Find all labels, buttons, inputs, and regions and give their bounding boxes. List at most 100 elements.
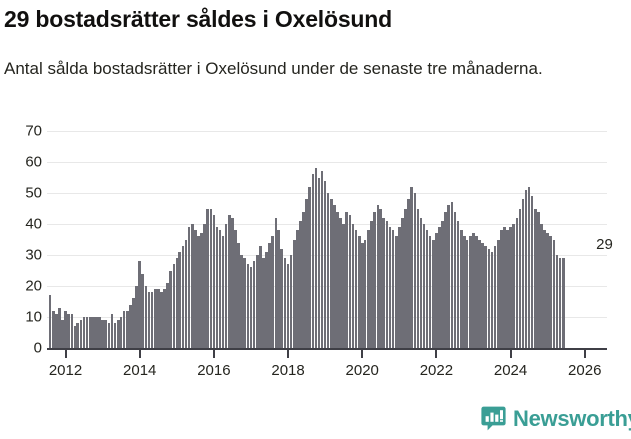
- bar: [395, 236, 398, 348]
- newsworthy-logo[interactable]: Newsworthy: [481, 406, 631, 431]
- bar: [345, 211, 348, 348]
- bar: [425, 230, 429, 348]
- bar: [459, 230, 463, 348]
- bar: [323, 180, 327, 348]
- bar: [450, 202, 454, 348]
- x-axis-tick-label: 2014: [123, 362, 157, 379]
- bar: [404, 208, 407, 348]
- bar: [410, 186, 413, 348]
- bar: [116, 320, 120, 348]
- bar: [101, 320, 104, 348]
- bar: [175, 258, 179, 348]
- bar: [169, 270, 172, 348]
- bar: [277, 230, 281, 348]
- x-axis-tick-label: 2024: [493, 362, 528, 379]
- bar: [64, 310, 67, 348]
- bar: [330, 199, 333, 348]
- bar: [540, 224, 543, 348]
- bar: [159, 292, 163, 348]
- bar: [478, 239, 482, 348]
- bar: [333, 205, 336, 348]
- bar: [54, 313, 58, 348]
- y-axis-tick-label: 30: [25, 246, 42, 264]
- bar: [373, 211, 376, 348]
- x-axis-tick: [583, 350, 586, 358]
- bar: [187, 227, 191, 348]
- x-axis-ticks: [47, 350, 607, 359]
- bar: [490, 251, 494, 348]
- y-axis-tick-label: 50: [25, 184, 42, 202]
- bar: [530, 196, 534, 348]
- bar: [271, 236, 274, 348]
- x-axis-line: [47, 348, 607, 350]
- bar: [326, 193, 330, 348]
- bar: [166, 282, 169, 348]
- bar: [82, 317, 86, 348]
- bar: [376, 205, 380, 348]
- page-subtitle: Antal sålda bostadsrätter i Oxelösund un…: [4, 59, 543, 78]
- bar: [363, 239, 367, 348]
- bar: [274, 217, 278, 348]
- bar: [79, 320, 83, 348]
- bar: [336, 211, 339, 348]
- x-axis-tick: [212, 350, 215, 358]
- bar: [181, 245, 185, 348]
- bar: [191, 224, 194, 348]
- bar: [70, 313, 74, 348]
- bar-chart-speech-bubble-icon: [481, 406, 506, 431]
- bar: [76, 323, 80, 348]
- bar: [339, 217, 342, 348]
- y-axis-tick-label: 20: [25, 277, 42, 295]
- bar: [453, 211, 457, 348]
- bar: [456, 220, 460, 348]
- bar: [518, 208, 522, 348]
- bar: [153, 289, 157, 348]
- bar: [286, 264, 290, 348]
- bar: [283, 258, 287, 348]
- y-axis-tick-label: 10: [25, 308, 42, 326]
- bar: [506, 230, 509, 348]
- bar: [509, 227, 512, 348]
- bar: [73, 326, 77, 348]
- bar: [200, 233, 203, 348]
- y-axis-tick-label: 70: [25, 122, 42, 140]
- bar: [231, 217, 234, 348]
- bar: [228, 214, 231, 348]
- bar: [61, 320, 64, 348]
- bar: [469, 236, 472, 348]
- bar: [465, 239, 469, 348]
- bar: [367, 230, 370, 348]
- y-axis-tick-label: 0: [33, 339, 42, 357]
- bar: [484, 245, 488, 348]
- bar: [515, 217, 519, 348]
- bar: [370, 220, 373, 348]
- bar: [546, 233, 549, 348]
- bar: [141, 273, 144, 348]
- bar: [184, 239, 188, 348]
- bar: [462, 236, 466, 348]
- bar: [441, 220, 444, 348]
- y-axis-tick-label: 60: [25, 153, 42, 171]
- bar: [391, 230, 395, 348]
- bar: [203, 224, 206, 348]
- x-axis-labels: 2012 2014 2016 2018 2020 2022 2024 2026: [47, 362, 607, 382]
- bar: [104, 320, 107, 348]
- bar: [348, 214, 352, 348]
- bar: [481, 242, 485, 348]
- bar: [178, 251, 182, 348]
- bar: [255, 255, 259, 348]
- bar: [360, 242, 364, 348]
- bar: [246, 264, 250, 348]
- bar: [237, 242, 241, 348]
- bar: [524, 189, 528, 348]
- gridline: [47, 162, 607, 163]
- bar: [265, 251, 268, 348]
- bar: [135, 286, 139, 348]
- bar: [249, 267, 253, 348]
- bar: [52, 310, 55, 348]
- bar: [558, 258, 562, 348]
- bar: [240, 255, 243, 348]
- y-axis-labels: 0 10 20 30 40 50 60 70: [0, 124, 42, 356]
- value-annotation: 29: [596, 236, 613, 254]
